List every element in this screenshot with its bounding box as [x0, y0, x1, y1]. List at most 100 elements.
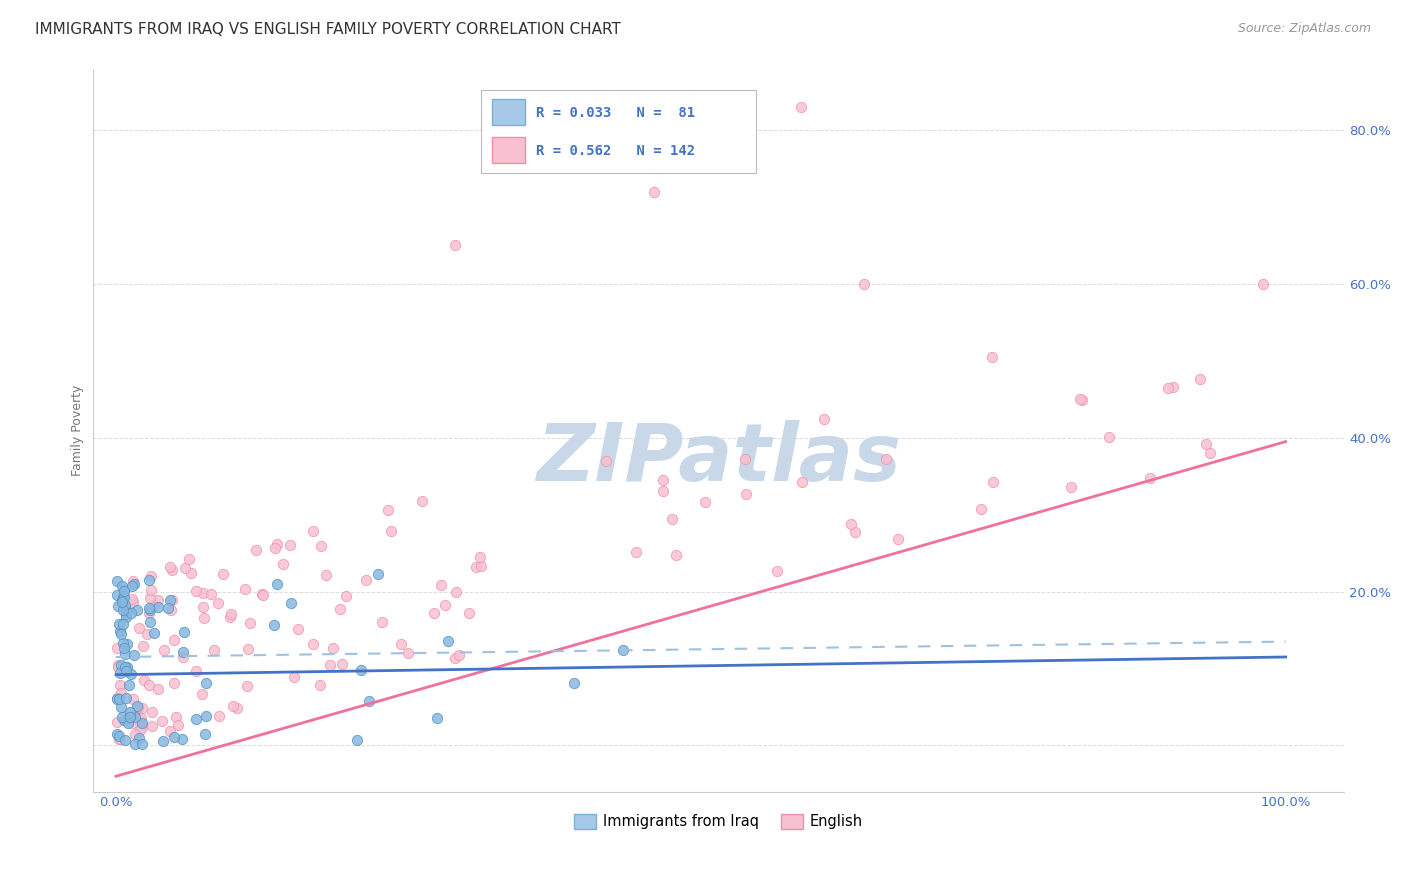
Point	[346, 733, 368, 747]
Point	[208, 709, 231, 723]
Point	[121, 667, 143, 681]
Point	[108, 666, 131, 681]
Point	[280, 596, 302, 610]
Point	[789, 100, 811, 114]
Point	[146, 600, 169, 615]
Point	[470, 558, 492, 573]
Point	[112, 583, 135, 598]
Point	[120, 606, 142, 620]
Point	[111, 579, 134, 593]
Point	[264, 541, 287, 556]
Point	[108, 678, 131, 692]
Point	[127, 700, 149, 714]
Point	[129, 711, 152, 725]
Point	[238, 641, 260, 656]
Point	[458, 606, 481, 620]
Point	[191, 599, 214, 614]
Point	[335, 589, 357, 603]
Point	[396, 646, 419, 660]
Point	[1195, 436, 1218, 450]
Point	[105, 691, 128, 706]
Point	[105, 588, 128, 602]
Point	[159, 560, 181, 574]
Point	[138, 615, 160, 629]
Point	[115, 690, 138, 705]
Point	[235, 679, 257, 693]
Point	[114, 603, 136, 617]
Point	[125, 707, 148, 722]
Point	[115, 660, 138, 674]
Point	[562, 676, 585, 690]
Point	[110, 624, 132, 639]
Point	[108, 617, 131, 632]
Point	[1069, 392, 1091, 406]
Point	[302, 637, 325, 651]
Point	[114, 660, 136, 674]
Point	[651, 483, 673, 498]
Point	[114, 598, 136, 612]
Point	[444, 650, 467, 665]
Point	[115, 664, 138, 678]
Point	[159, 593, 181, 607]
Point	[1139, 471, 1161, 485]
Point	[218, 610, 240, 624]
Point	[315, 567, 337, 582]
Point	[238, 616, 260, 631]
Point	[173, 625, 195, 640]
Point	[118, 678, 141, 692]
Point	[200, 587, 222, 601]
Point	[202, 642, 225, 657]
Point	[981, 351, 1004, 365]
Point	[852, 277, 875, 291]
Point	[138, 573, 160, 587]
Point	[131, 720, 153, 734]
Point	[652, 473, 675, 487]
Point	[110, 700, 132, 714]
Point	[245, 542, 267, 557]
Point	[138, 601, 160, 615]
Point	[105, 691, 128, 706]
Point	[156, 601, 179, 615]
Point	[163, 632, 186, 647]
Point	[143, 598, 166, 612]
Point	[160, 593, 183, 607]
Point	[105, 714, 128, 729]
Point	[105, 574, 128, 588]
Point	[112, 714, 135, 728]
Point	[167, 718, 190, 732]
Point	[695, 494, 717, 508]
Point	[734, 452, 756, 467]
Point	[266, 577, 288, 591]
Point	[125, 699, 148, 714]
Point	[122, 574, 145, 588]
Point	[1098, 430, 1121, 444]
Point	[163, 730, 186, 744]
Point	[423, 606, 446, 620]
Point	[128, 622, 150, 636]
Point	[844, 524, 866, 539]
Point	[1070, 392, 1092, 407]
Point	[875, 452, 897, 467]
Point	[357, 694, 380, 708]
Point	[887, 533, 910, 547]
Point	[689, 130, 711, 145]
Point	[150, 714, 173, 728]
Point	[122, 595, 145, 609]
Point	[131, 700, 153, 714]
Point	[350, 663, 373, 677]
Point	[160, 603, 183, 617]
Point	[449, 648, 471, 663]
Point	[105, 641, 128, 656]
Point	[411, 493, 433, 508]
Point	[159, 723, 181, 738]
Point	[172, 650, 194, 665]
Point	[1060, 480, 1083, 494]
Point	[981, 475, 1004, 490]
Point	[112, 603, 135, 617]
Point	[132, 640, 155, 654]
Point	[111, 590, 134, 604]
Point	[444, 585, 467, 599]
Point	[152, 734, 174, 748]
Point	[112, 584, 135, 599]
Point	[108, 732, 131, 747]
